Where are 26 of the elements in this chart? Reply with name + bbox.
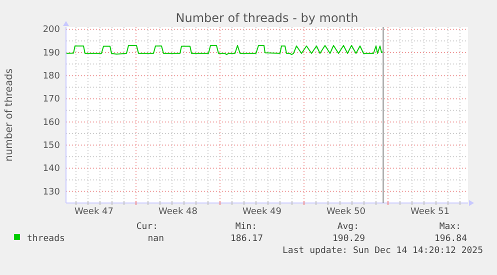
chart-title: Number of threads - by month (176, 11, 358, 25)
text: Last update: Sun Dec 14 14:20:12 2025 (282, 246, 483, 256)
x-tick-label: Week 49 (242, 207, 282, 218)
y-tick-label: 150 (42, 140, 60, 151)
x-tick-label: Week 47 (74, 207, 114, 218)
text: Cur: (136, 222, 158, 232)
y-tick-label: 160 (42, 118, 60, 128)
text: nan (148, 234, 164, 244)
legend-label: threads (27, 234, 65, 244)
line-series (66, 45, 384, 56)
text: 196.84 (434, 234, 467, 244)
text: 190.29 (332, 234, 365, 244)
x-tick-label: Week 50 (326, 207, 366, 218)
y-tick-label: 180 (42, 72, 60, 82)
x-tick-label: Week 51 (410, 207, 450, 218)
y-axis-title: number of threads (4, 68, 15, 162)
text: Avg: (337, 222, 359, 232)
y-tick-label: 200 (42, 25, 60, 36)
y-tick-label: 130 (42, 187, 60, 198)
text: Min: (235, 222, 257, 232)
y-tick-label: 140 (42, 164, 60, 174)
text: Max: (439, 222, 461, 232)
text: 186.17 (230, 234, 263, 244)
y-tick-label: 190 (42, 48, 60, 58)
y-tick-label: 170 (42, 94, 60, 105)
x-tick-label: Week 48 (158, 207, 198, 218)
